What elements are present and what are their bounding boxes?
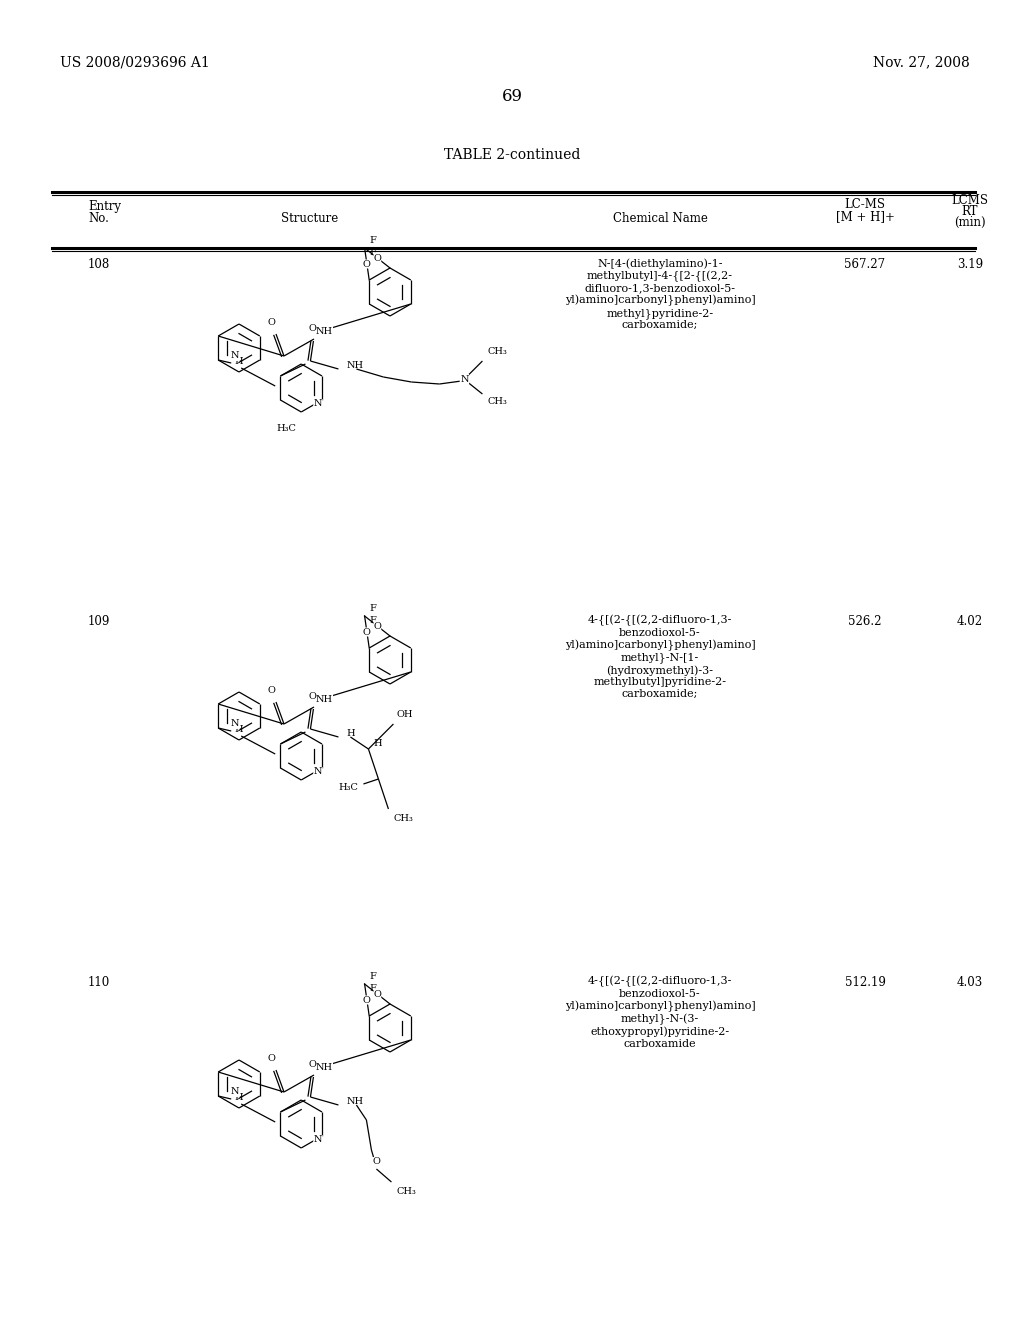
Text: LC-MS: LC-MS xyxy=(845,198,886,211)
Text: O: O xyxy=(308,692,316,701)
Text: O: O xyxy=(362,260,371,268)
Text: (min): (min) xyxy=(954,216,986,228)
Text: CH₃: CH₃ xyxy=(393,814,414,822)
Text: RT: RT xyxy=(962,205,978,218)
Text: NH: NH xyxy=(315,326,333,335)
Text: CH₃: CH₃ xyxy=(487,347,507,356)
Text: O: O xyxy=(308,1060,316,1069)
Text: N: N xyxy=(313,400,323,408)
Text: Entry: Entry xyxy=(88,201,121,213)
Text: 512.19: 512.19 xyxy=(845,975,886,989)
Text: 110: 110 xyxy=(88,975,111,989)
Text: LCMS: LCMS xyxy=(951,194,988,207)
Text: 4.03: 4.03 xyxy=(956,975,983,989)
Text: CH₃: CH₃ xyxy=(487,397,507,407)
Text: O: O xyxy=(267,1053,274,1063)
Text: 108: 108 xyxy=(88,257,111,271)
Text: OH: OH xyxy=(396,710,413,719)
Text: F: F xyxy=(370,972,377,981)
Text: O: O xyxy=(267,318,274,327)
Text: 567.27: 567.27 xyxy=(845,257,886,271)
Text: F: F xyxy=(370,248,377,256)
Text: Nov. 27, 2008: Nov. 27, 2008 xyxy=(873,55,970,69)
Text: H₃C: H₃C xyxy=(339,783,358,792)
Text: N: N xyxy=(313,767,323,776)
Text: F: F xyxy=(370,603,377,612)
Text: N: N xyxy=(231,351,240,360)
Text: 109: 109 xyxy=(88,615,111,628)
Text: O: O xyxy=(374,253,381,263)
Text: N: N xyxy=(460,375,469,384)
Text: US 2008/0293696 A1: US 2008/0293696 A1 xyxy=(60,55,210,69)
Text: O: O xyxy=(267,686,274,696)
Text: F: F xyxy=(370,615,377,624)
Text: N: N xyxy=(313,1135,323,1144)
Text: 3.19: 3.19 xyxy=(957,257,983,271)
Text: F: F xyxy=(370,983,377,993)
Text: [M + H]+: [M + H]+ xyxy=(836,210,894,223)
Text: 4.02: 4.02 xyxy=(957,615,983,628)
Text: H: H xyxy=(234,1093,244,1102)
Text: TABLE 2-continued: TABLE 2-continued xyxy=(443,148,581,162)
Text: O: O xyxy=(362,995,371,1005)
Text: NH: NH xyxy=(315,1063,333,1072)
Text: H: H xyxy=(346,730,355,738)
Text: Structure: Structure xyxy=(282,213,339,224)
Text: No.: No. xyxy=(88,213,109,224)
Text: 526.2: 526.2 xyxy=(848,615,882,628)
Text: O: O xyxy=(373,1158,380,1167)
Text: 4-{[(2-{[(2,2-difluoro-1,3-
benzodioxol-5-
yl)amino]carbonyl}phenyl)amino]
methy: 4-{[(2-{[(2,2-difluoro-1,3- benzodioxol-… xyxy=(564,615,756,698)
Text: H₃C: H₃C xyxy=(276,424,296,433)
Text: 69: 69 xyxy=(502,88,522,106)
Text: O: O xyxy=(374,622,381,631)
Text: CH₃: CH₃ xyxy=(396,1187,417,1196)
Text: 4-{[(2-{[(2,2-difluoro-1,3-
benzodioxol-5-
yl)amino]carbonyl}phenyl)amino]
methy: 4-{[(2-{[(2,2-difluoro-1,3- benzodioxol-… xyxy=(564,975,756,1049)
Text: N: N xyxy=(231,1088,240,1097)
Text: H: H xyxy=(374,739,382,748)
Text: NH: NH xyxy=(315,694,333,704)
Text: N-[4-(diethylamino)-1-
methylbutyl]-4-{[2-{[(2,2-
difluoro-1,3-benzodioxol-5-
yl: N-[4-(diethylamino)-1- methylbutyl]-4-{[… xyxy=(564,257,756,330)
Text: H: H xyxy=(234,358,244,367)
Text: O: O xyxy=(374,990,381,998)
Text: O: O xyxy=(362,627,371,636)
Text: F: F xyxy=(370,235,377,244)
Text: O: O xyxy=(308,323,316,333)
Text: Chemical Name: Chemical Name xyxy=(612,213,708,224)
Text: N: N xyxy=(231,719,240,729)
Text: NH: NH xyxy=(346,362,364,371)
Text: H: H xyxy=(234,726,244,734)
Text: NH: NH xyxy=(346,1097,364,1106)
